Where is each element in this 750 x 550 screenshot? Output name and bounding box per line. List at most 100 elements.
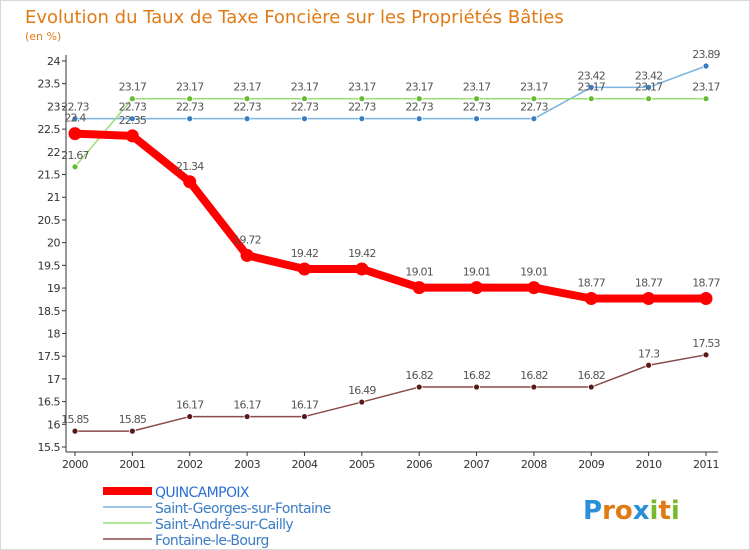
data-point [587, 83, 595, 91]
data-point [71, 427, 79, 435]
data-label: 23.89 [692, 48, 720, 61]
data-label: 23.17 [119, 81, 147, 94]
y-tick-label: 15.5 [38, 441, 61, 454]
logo-text: Proxiti [583, 496, 680, 526]
data-point [645, 83, 653, 91]
y-tick-label: 19 [47, 282, 60, 295]
x-tick-label: 2002 [177, 458, 203, 471]
data-point [470, 281, 484, 295]
data-point [301, 95, 308, 103]
series-line-saint-georges-sur-fontaine [74, 65, 707, 120]
data-point [125, 129, 139, 143]
legend-label: Saint-Georges-sur-Fontaine [155, 501, 331, 517]
data-label: 18.77 [635, 277, 663, 290]
data-point [183, 175, 197, 189]
data-label: 23.17 [176, 81, 204, 94]
data-point [243, 95, 251, 103]
data-label: 17.3 [638, 347, 660, 360]
data-label: 23.17 [692, 81, 720, 94]
data-point [71, 115, 79, 123]
data-label: 15.85 [61, 413, 89, 426]
data-label: 23.17 [233, 81, 261, 94]
data-label: 23.17 [405, 81, 433, 94]
data-labels: 22.73 22.73 22.73 22.73 22.73 22.73 22.73 22.73… [61, 48, 721, 426]
x-tick-label: 2003 [234, 458, 260, 471]
data-point [301, 413, 308, 420]
data-point [358, 398, 366, 406]
legend: QUINCAMPOIXSaint-Georges-sur-FontaineSai… [103, 485, 331, 549]
x-tick-label: 2009 [578, 458, 604, 471]
series-line-saint-andre-sur-cailly [74, 97, 707, 168]
data-label: 22.73 [61, 101, 89, 114]
axes: 15.5 16 16.5 17 17.5 18 18.5 19 19.5 20 20.5 21 21.5… [38, 55, 720, 471]
data-point [415, 115, 423, 123]
data-point [243, 413, 251, 420]
data-label: 16.82 [520, 369, 548, 382]
proxiti-logo: Proxiti [583, 496, 680, 526]
y-tick-label: 20.5 [38, 214, 61, 227]
data-point [128, 95, 136, 103]
data-point [645, 361, 653, 369]
data-point [702, 62, 710, 70]
data-point [412, 281, 426, 295]
data-label: 22.4 [64, 112, 86, 125]
data-point [699, 292, 713, 306]
data-point [587, 95, 595, 103]
x-tick-label: 2004 [291, 458, 317, 471]
data-point [530, 115, 538, 123]
data-point [527, 281, 541, 295]
data-label: 16.82 [463, 369, 491, 382]
data-point [530, 95, 538, 103]
data-point [702, 95, 710, 103]
data-point [297, 262, 311, 276]
data-label: 23.17 [520, 81, 548, 94]
data-label: 18.77 [692, 277, 720, 290]
data-label: 23.42 [635, 69, 663, 82]
data-point [642, 292, 656, 306]
data-point [358, 115, 366, 123]
y-tick-label: 22.5 [38, 123, 61, 136]
data-label: 23.17 [463, 81, 491, 94]
y-tick-label: 22 [47, 146, 60, 159]
data-point [243, 115, 251, 123]
y-tick-label: 24 [47, 55, 60, 68]
data-point [240, 248, 254, 262]
data-label: 22.73 [233, 101, 261, 114]
data-label: 21.67 [61, 149, 89, 162]
data-label: 22.73 [176, 101, 204, 114]
data-point [186, 95, 194, 103]
data-point [71, 163, 79, 171]
data-label: 16.82 [578, 369, 606, 382]
data-point [301, 115, 308, 123]
legend-label: Saint-André-sur-Cailly [155, 517, 293, 533]
series-line-quincampoix [71, 129, 710, 303]
data-point [473, 115, 480, 123]
data-label: 16.17 [233, 399, 261, 412]
data-point [473, 95, 480, 103]
data-point [473, 383, 480, 391]
series-line-fontaine-le-bourg [74, 354, 707, 432]
data-point [645, 95, 653, 103]
data-label: 23.17 [635, 81, 663, 94]
data-label: 23.17 [578, 81, 606, 94]
x-tick-label: 2005 [349, 458, 375, 471]
data-point [584, 292, 598, 306]
x-tick-label: 2001 [119, 458, 145, 471]
x-tick-label: 2011 [693, 458, 719, 471]
y-tick-label: 23.5 [38, 78, 61, 91]
series-layer [68, 62, 713, 435]
data-label: 19.72 [233, 233, 261, 246]
data-label: 22.73 [520, 101, 548, 114]
data-label: 22.73 [463, 101, 491, 114]
y-tick-label: 16.5 [38, 396, 61, 409]
data-label: 22.73 [119, 101, 147, 114]
data-point [530, 383, 538, 391]
data-label: 21.34 [176, 160, 204, 173]
data-label: 18.77 [578, 277, 606, 290]
x-tick-label: 2010 [636, 458, 662, 471]
data-label: 17.53 [692, 337, 720, 350]
x-tick-label: 2000 [62, 458, 88, 471]
data-label: 19.01 [520, 266, 548, 279]
data-label: 22.73 [348, 101, 376, 114]
